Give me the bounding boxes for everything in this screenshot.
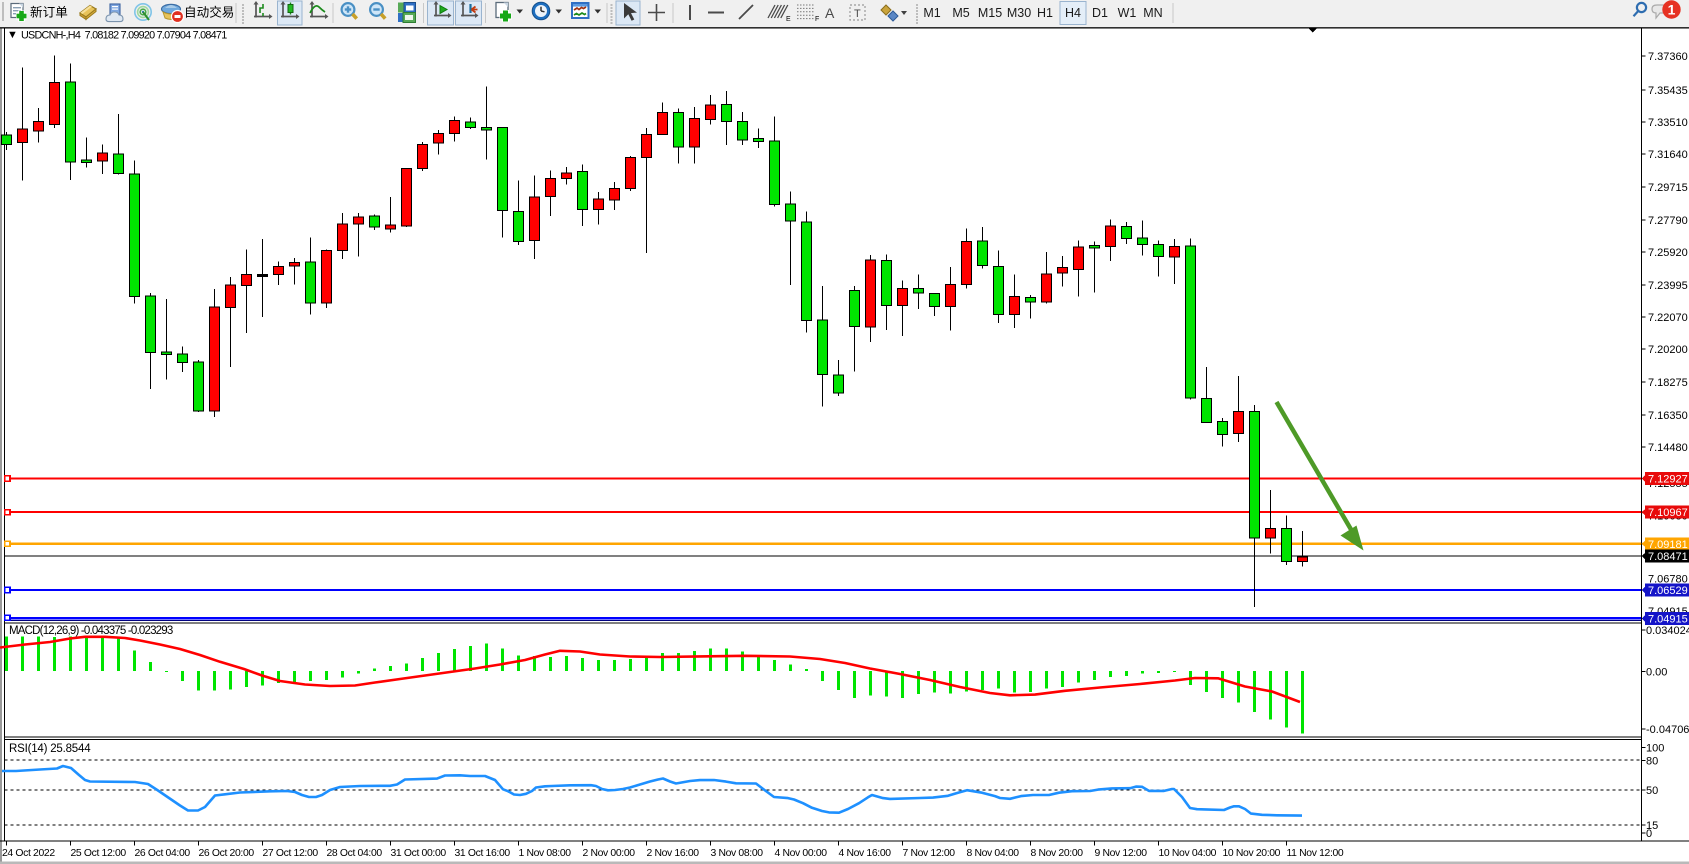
svg-text:7.31640: 7.31640: [1648, 149, 1688, 161]
svg-text:0.00: 0.00: [1646, 667, 1667, 679]
svg-text:7.06780: 7.06780: [1648, 574, 1688, 586]
svg-text:M1: M1: [923, 6, 940, 20]
svg-text:24 Oct 2022: 24 Oct 2022: [2, 848, 55, 859]
svg-text:25 Oct 12:00: 25 Oct 12:00: [71, 848, 127, 859]
svg-text:7.16350: 7.16350: [1648, 410, 1688, 422]
svg-text:MN: MN: [1143, 6, 1162, 20]
svg-text:8 Nov 20:00: 8 Nov 20:00: [1031, 848, 1084, 859]
svg-text:USDCNH-,H4 7.08182 7.09920 7.: USDCNH-,H4 7.08182 7.09920 7.07904 7.084…: [21, 30, 227, 42]
svg-text:26 Oct 20:00: 26 Oct 20:00: [199, 848, 255, 859]
svg-text:7 Nov 12:00: 7 Nov 12:00: [903, 848, 956, 859]
svg-text:T: T: [854, 8, 861, 20]
svg-text:7.22070: 7.22070: [1648, 312, 1688, 324]
svg-text:▼: ▼: [7, 29, 18, 41]
svg-text:0.034024: 0.034024: [1646, 625, 1689, 637]
svg-text:15: 15: [1646, 820, 1658, 832]
svg-text:A: A: [825, 5, 835, 21]
svg-text:50: 50: [1646, 785, 1658, 797]
svg-text:7.04915: 7.04915: [1648, 614, 1688, 626]
svg-text:MACD(12,26,9) -0.043375 -0.023: MACD(12,26,9) -0.043375 -0.023293: [9, 625, 173, 637]
svg-text:7.33510: 7.33510: [1648, 117, 1688, 129]
svg-text:7.23995: 7.23995: [1648, 280, 1688, 292]
svg-text:7.14480: 7.14480: [1648, 442, 1688, 454]
svg-text:1: 1: [1668, 2, 1676, 18]
svg-text:M30: M30: [1007, 6, 1031, 20]
svg-text:0: 0: [1646, 828, 1652, 840]
svg-text:31 Oct 00:00: 31 Oct 00:00: [391, 848, 447, 859]
svg-text:7.27790: 7.27790: [1648, 215, 1688, 227]
svg-text:80: 80: [1646, 756, 1658, 768]
svg-text:E: E: [786, 16, 791, 23]
svg-text:自动交易: 自动交易: [184, 5, 234, 20]
svg-text:3 Nov 08:00: 3 Nov 08:00: [711, 848, 764, 859]
svg-text:31 Oct 16:00: 31 Oct 16:00: [455, 848, 511, 859]
svg-text:7.08471: 7.08471: [1648, 551, 1688, 563]
svg-text:M15: M15: [978, 6, 1002, 20]
svg-text:M5: M5: [952, 6, 969, 20]
svg-text:RSI(14) 25.8544: RSI(14) 25.8544: [9, 743, 91, 755]
svg-text:7.12927: 7.12927: [1648, 474, 1688, 486]
svg-text:4 Nov 00:00: 4 Nov 00:00: [775, 848, 828, 859]
svg-text:D1: D1: [1092, 6, 1108, 20]
svg-text:9 Nov 12:00: 9 Nov 12:00: [1095, 848, 1148, 859]
svg-text:W1: W1: [1118, 6, 1137, 20]
svg-text:7.35435: 7.35435: [1648, 85, 1688, 97]
svg-text:4 Nov 16:00: 4 Nov 16:00: [839, 848, 892, 859]
svg-text:8 Nov 04:00: 8 Nov 04:00: [967, 848, 1020, 859]
svg-text:新订单: 新订单: [30, 5, 68, 20]
svg-text:28 Oct 04:00: 28 Oct 04:00: [327, 848, 383, 859]
svg-text:10 Nov 04:00: 10 Nov 04:00: [1159, 848, 1217, 859]
svg-text:7.29715: 7.29715: [1648, 182, 1688, 194]
svg-text:100: 100: [1646, 743, 1664, 755]
svg-text:26 Oct 04:00: 26 Oct 04:00: [135, 848, 191, 859]
svg-text:7.37360: 7.37360: [1648, 51, 1688, 63]
svg-text:7.09181: 7.09181: [1648, 539, 1688, 551]
svg-text:7.06529: 7.06529: [1648, 585, 1688, 597]
svg-text:10 Nov 20:00: 10 Nov 20:00: [1223, 848, 1281, 859]
svg-text:H4: H4: [1065, 6, 1081, 20]
svg-text:F: F: [815, 16, 819, 23]
svg-text:2 Nov 00:00: 2 Nov 00:00: [583, 848, 636, 859]
svg-text:27 Oct 12:00: 27 Oct 12:00: [263, 848, 319, 859]
svg-text:7.10967: 7.10967: [1648, 507, 1688, 519]
svg-text:7.18275: 7.18275: [1648, 377, 1688, 389]
svg-text:H1: H1: [1037, 6, 1053, 20]
svg-text:7.25920: 7.25920: [1648, 247, 1688, 259]
svg-text:1 Nov 08:00: 1 Nov 08:00: [519, 848, 572, 859]
svg-text:11 Nov 12:00: 11 Nov 12:00: [1287, 848, 1344, 859]
svg-text:2 Nov 16:00: 2 Nov 16:00: [647, 848, 700, 859]
svg-text:7.20200: 7.20200: [1648, 344, 1688, 356]
